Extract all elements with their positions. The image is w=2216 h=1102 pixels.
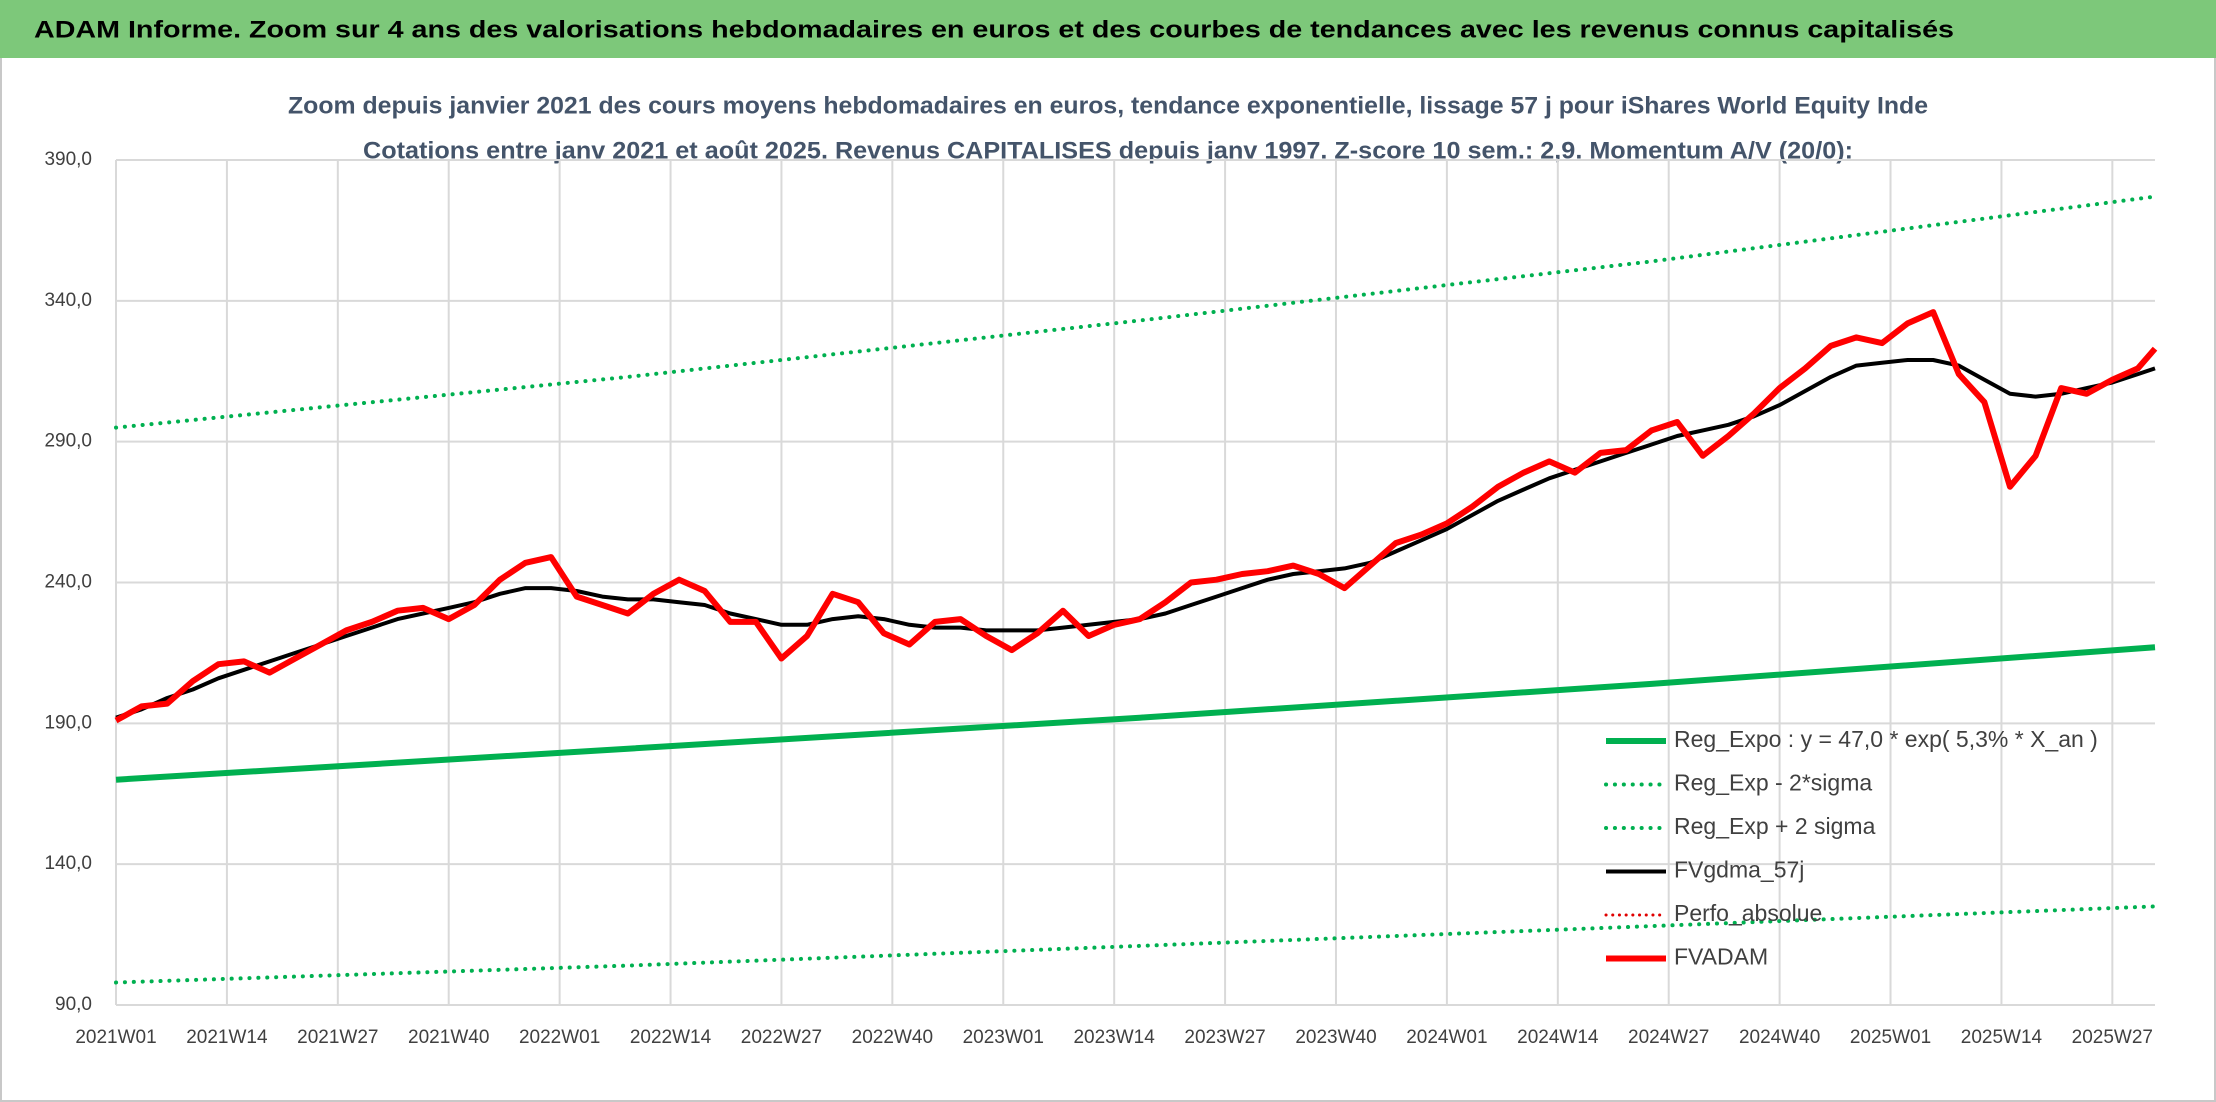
y-tick-label: 140,0 [44, 853, 92, 874]
y-tick-label: 340,0 [44, 290, 92, 311]
x-tick-label: 2021W27 [297, 1027, 378, 1048]
y-tick-label: 90,0 [55, 994, 92, 1015]
series-line [114, 309, 2158, 724]
x-tick-label: 2023W27 [1184, 1027, 1265, 1048]
y-tick-label: 290,0 [44, 431, 92, 452]
x-tick-label: 2025W14 [1961, 1027, 2043, 1048]
legend-label: Reg_Expo : y = 47,0 * exp( 5,3% * X_an ) [1674, 726, 2098, 752]
legend-label: Reg_Exp + 2 sigma [1674, 813, 1876, 839]
x-tick-label: 2021W40 [408, 1027, 489, 1048]
y-tick-label: 240,0 [44, 572, 92, 593]
y-tick-label: 390,0 [44, 149, 92, 170]
x-tick-label: 2023W40 [1295, 1027, 1376, 1048]
x-tick-label: 2022W01 [519, 1027, 600, 1048]
series-line [115, 644, 2156, 783]
chart-title: Zoom depuis janvier 2021 des cours moyen… [288, 92, 1928, 119]
legend-label: Perfo_absolue [1674, 900, 1822, 926]
x-tick-label: 2022W27 [741, 1027, 822, 1048]
header: ADAM Informe. Zoom sur 4 ans des valoris… [34, 16, 1954, 43]
x-tick-label: 2024W14 [1517, 1027, 1599, 1048]
x-tick-label: 2023W01 [963, 1027, 1044, 1048]
x-tick-label: 2023W14 [1073, 1027, 1155, 1048]
y-tick-label: 190,0 [44, 712, 92, 733]
legend-label: FVgdma_57j [1674, 857, 1804, 883]
series-line [114, 904, 2157, 985]
x-tick-label: 2022W14 [630, 1027, 712, 1048]
x-tick-label: 2025W01 [1850, 1027, 1931, 1048]
x-tick-label: 2024W40 [1739, 1027, 1820, 1048]
x-tick-label: 2021W14 [186, 1027, 268, 1048]
x-tick-label: 2021W01 [75, 1027, 156, 1048]
x-tick-label: 2022W40 [852, 1027, 933, 1048]
x-tick-label: 2025W27 [2072, 1027, 2153, 1048]
x-tick-label: 2024W27 [1628, 1027, 1709, 1048]
legend-label: FVADAM [1674, 944, 1768, 970]
legend-label: Reg_Exp - 2*sigma [1674, 770, 1872, 796]
x-tick-label: 2024W01 [1406, 1027, 1487, 1048]
header-bar [0, 0, 2216, 58]
